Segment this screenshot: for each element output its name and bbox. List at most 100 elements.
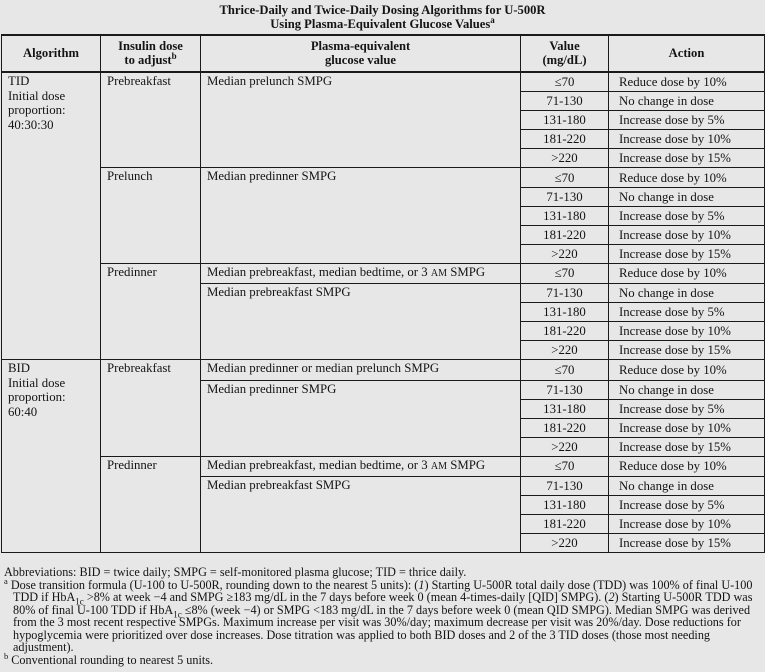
table-row: 181-220 Increase dose by 10% (2, 321, 765, 342)
table-body: TID Initial dose proportion: 40:30:30 Pre… (1, 71, 765, 554)
value-cell: ≤70 (520, 262, 609, 285)
table-row: Median prebreakfast SMPG 71-130 No change … (2, 475, 765, 554)
value-cell: 181-220 (520, 224, 609, 245)
value-cell: 131-180 (520, 302, 609, 323)
smallcaps-am: AM (430, 267, 447, 279)
table-title-line2: Using Plasma-Equivalent Glucose Values (270, 16, 491, 31)
action-cell: Increase dose by 5% (608, 205, 765, 226)
footnotes: Abbreviations: BID = twice daily; SMPG =… (0, 566, 765, 666)
action-cell: Increase dose by 5% (608, 110, 765, 131)
dosing-table: Algorithm Insulin dose to adjustb Plasma-eq… (1, 34, 765, 554)
table-row: >220 Increase dose by 15% (2, 436, 765, 457)
table-row: 181-220 Increase dose by 10% (2, 514, 765, 535)
value-cell: >220 (520, 148, 609, 169)
value-cell: 181-220 (520, 417, 609, 438)
action-cell: Increase dose by 15% (608, 243, 765, 264)
value-cell: >220 (520, 533, 609, 554)
value-cell: 71-130 (520, 283, 609, 304)
table-row: 131-180 Increase dose by 5% (2, 398, 765, 419)
table-row: Predinner Median prebreakfast, median bed… (2, 455, 765, 554)
column-header-action: Action (608, 34, 765, 73)
value-cell: 71-130 (520, 475, 609, 497)
insulin-dose-cell: Prebreakfast (100, 359, 201, 457)
plasma-glucose-cell: Median predinner or median prelunch SMPG (200, 359, 521, 381)
action-cell: Increase dose by 10% (608, 321, 765, 342)
table-row: 71-130 No change in dose (2, 186, 765, 207)
action-cell: Reduce dose by 10% (608, 359, 765, 381)
table-row: Median predinner SMPG 71-130 No change in … (2, 379, 765, 457)
action-cell: Increase dose by 15% (608, 148, 765, 169)
value-cell: ≤70 (520, 359, 609, 381)
table-row: 181-220 Increase dose by 10% (2, 129, 765, 150)
footnote-subscript: 1c (75, 596, 84, 607)
action-cell: No change in dose (608, 475, 765, 497)
table-row: >220 Increase dose by 15% (2, 148, 765, 169)
table-row: TID Initial dose proportion: 40:30:30 Pre… (1, 71, 765, 361)
action-cell: Increase dose by 5% (608, 398, 765, 419)
table-title-superscript: a (490, 14, 495, 25)
action-cell: No change in dose (608, 283, 765, 304)
algorithm-cell: BID Initial dose proportion: 60:40 (1, 359, 101, 554)
footnote-subscript: 1c (173, 609, 182, 620)
action-cell: No change in dose (608, 186, 765, 207)
table-row: Predinner Median prebreakfast, median bed… (2, 262, 765, 361)
value-cell: 181-220 (520, 514, 609, 535)
value-cell: 181-220 (520, 129, 609, 150)
action-cell: Reduce dose by 10% (608, 262, 765, 285)
insulin-dose-cell: Predinner (100, 262, 201, 361)
action-cell: Increase dose by 10% (608, 129, 765, 150)
action-cell: Increase dose by 15% (608, 436, 765, 457)
action-cell: Increase dose by 10% (608, 514, 765, 535)
value-cell: 131-180 (520, 110, 609, 131)
value-cell: ≤70 (520, 71, 609, 93)
plasma-glucose-cell: Median prebreakfast SMPG (200, 283, 521, 361)
value-cell: ≤70 (520, 167, 609, 188)
value-cell: 131-180 (520, 398, 609, 419)
value-cell: >220 (520, 436, 609, 457)
smallcaps-am: AM (430, 460, 447, 472)
action-cell: Increase dose by 10% (608, 224, 765, 245)
table-row: 131-180 Increase dose by 5% (2, 302, 765, 323)
value-cell: 71-130 (520, 91, 609, 112)
footnote-marker: b (4, 650, 9, 661)
action-cell: No change in dose (608, 379, 765, 400)
algorithm-cell: TID Initial dose proportion: 40:30:30 (1, 71, 101, 361)
action-cell: No change in dose (608, 91, 765, 112)
header-superscript: b (171, 50, 177, 61)
table-row: >220 Increase dose by 15% (2, 340, 765, 361)
value-cell: 131-180 (520, 495, 609, 516)
table-row: Prelunch Median predinner SMPG ≤70 Reduce d… (2, 167, 765, 264)
value-cell: >220 (520, 340, 609, 361)
insulin-dose-cell: Prebreakfast (100, 71, 201, 169)
footnote-marker: a (4, 575, 8, 586)
table-row: >220 Increase dose by 15% (2, 243, 765, 264)
footnote-italic-number: 1 (418, 577, 425, 592)
value-cell: ≤70 (520, 455, 609, 477)
plasma-glucose-cell: Median prebreakfast SMPG (200, 475, 521, 554)
insulin-dose-cell: Prelunch (100, 167, 201, 264)
action-cell: Reduce dose by 10% (608, 71, 765, 93)
value-cell: 181-220 (520, 321, 609, 342)
table-row: 181-220 Increase dose by 10% (2, 224, 765, 245)
action-cell: Reduce dose by 10% (608, 167, 765, 188)
action-cell: Increase dose by 10% (608, 417, 765, 438)
table-row: BID Initial dose proportion: 60:40 Prebre… (1, 359, 765, 554)
value-cell: 131-180 (520, 205, 609, 226)
table-title: Thrice-Daily and Twice-Daily Dosing Algo… (0, 0, 765, 31)
action-cell: Increase dose by 5% (608, 495, 765, 516)
table-row: >220 Increase dose by 15% (2, 533, 765, 554)
value-cell: 71-130 (520, 379, 609, 400)
insulin-dose-cell: Predinner (100, 455, 201, 554)
action-cell: Increase dose by 15% (608, 533, 765, 554)
table-row: Median prebreakfast SMPG 71-130 No change … (2, 283, 765, 361)
value-cell: >220 (520, 243, 609, 264)
action-cell: Increase dose by 15% (608, 340, 765, 361)
action-cell: Reduce dose by 10% (608, 455, 765, 477)
plasma-glucose-cell: Median prebreakfast, median bedtime, or … (200, 262, 521, 285)
plasma-glucose-cell: Median predinner SMPG (200, 379, 521, 457)
abbreviations-note: Abbreviations: BID = twice daily; SMPG =… (4, 565, 467, 580)
header-row: Algorithm Insulin dose to adjustb Plasma-eq… (1, 34, 765, 73)
table-title-line1: Thrice-Daily and Twice-Daily Dosing Algo… (219, 3, 546, 17)
table-row: 131-180 Increase dose by 5% (2, 110, 765, 131)
